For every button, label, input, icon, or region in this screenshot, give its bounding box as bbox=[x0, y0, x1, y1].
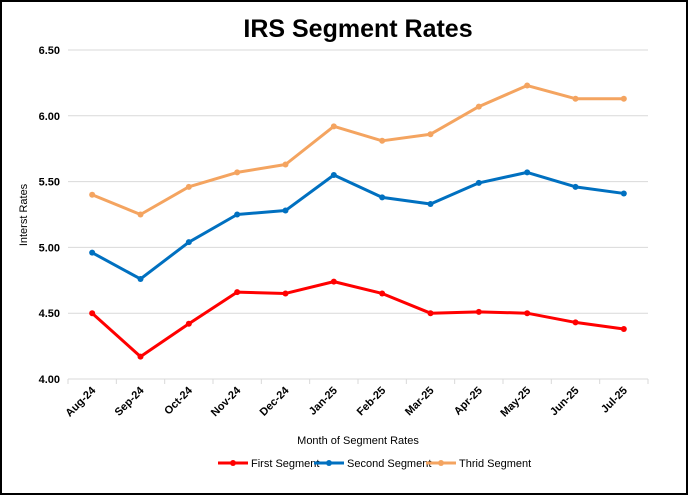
axes bbox=[67, 378, 649, 384]
series-line bbox=[90, 84, 626, 216]
y-tick-label: 5.00 bbox=[39, 242, 60, 254]
data-point bbox=[330, 172, 337, 179]
x-tick-label: Sep-24 bbox=[113, 384, 148, 419]
series-line bbox=[90, 280, 626, 359]
data-point bbox=[379, 290, 386, 297]
data-point bbox=[524, 82, 531, 89]
data-point bbox=[379, 137, 386, 144]
data-point bbox=[330, 278, 337, 285]
series-lines bbox=[89, 82, 627, 360]
y-axis-label: Interst Rates bbox=[18, 183, 30, 246]
data-point bbox=[620, 95, 627, 102]
legend-label: First Segment bbox=[251, 458, 319, 470]
y-tick-label: 4.50 bbox=[39, 308, 60, 320]
legend: First Segment Second Segment Thrid Segment bbox=[218, 458, 531, 470]
data-point bbox=[427, 310, 434, 317]
data-point bbox=[185, 320, 192, 327]
data-point bbox=[572, 183, 579, 190]
data-point bbox=[379, 194, 386, 201]
x-tick-label: Jan-25 bbox=[307, 385, 340, 418]
x-tick-label: Jun-25 bbox=[548, 385, 582, 419]
y-tick-label: 6.00 bbox=[39, 111, 60, 123]
data-point bbox=[330, 123, 337, 130]
x-tick-label: Aug-24 bbox=[63, 384, 98, 419]
series-line bbox=[90, 170, 626, 281]
data-point bbox=[524, 310, 531, 317]
x-tick-label: May-25 bbox=[498, 385, 533, 420]
data-point bbox=[620, 190, 627, 197]
x-tick-labels: Aug-24 Sep-24 Oct-24 Nov-24 Dec-24 Jan-25 Feb-… bbox=[63, 384, 630, 419]
series-1 bbox=[89, 278, 627, 360]
x-axis-label: Month of Segment Rates bbox=[297, 435, 419, 447]
data-point bbox=[572, 319, 579, 326]
x-tick-label: Feb-25 bbox=[355, 385, 389, 419]
series-2 bbox=[89, 169, 627, 282]
data-point bbox=[89, 249, 96, 256]
legend-label: Second Segment bbox=[347, 458, 431, 470]
data-point bbox=[282, 290, 289, 297]
x-tick-label: Apr-25 bbox=[452, 385, 485, 418]
legend-swatch-marker bbox=[230, 460, 236, 466]
legend-swatch-marker bbox=[326, 460, 332, 466]
gridlines bbox=[68, 49, 648, 380]
data-point bbox=[475, 103, 482, 110]
y-tick-labels: 4.00 4.50 5.00 5.50 6.00 6.50 bbox=[39, 45, 60, 386]
data-point bbox=[185, 239, 192, 246]
x-tick-label: Jul-25 bbox=[599, 385, 630, 416]
data-point bbox=[475, 308, 482, 315]
data-point bbox=[137, 211, 144, 218]
data-point bbox=[89, 191, 96, 198]
legend-item: Second Segment bbox=[314, 458, 431, 470]
data-point bbox=[620, 325, 627, 332]
data-point bbox=[475, 179, 482, 186]
legend-item: Thrid Segment bbox=[426, 458, 531, 470]
chart-title: IRS Segment Rates bbox=[243, 15, 472, 43]
data-point bbox=[89, 310, 96, 317]
data-point bbox=[282, 207, 289, 214]
data-point bbox=[185, 183, 192, 190]
legend-swatch-marker bbox=[438, 460, 444, 466]
x-tick-label: Mar-25 bbox=[403, 385, 437, 419]
data-point bbox=[137, 275, 144, 282]
legend-item: First Segment bbox=[218, 458, 319, 470]
data-point bbox=[572, 95, 579, 102]
data-point bbox=[234, 211, 241, 218]
x-tick-label: Dec-24 bbox=[258, 384, 293, 419]
data-point bbox=[234, 169, 241, 176]
legend-label: Thrid Segment bbox=[459, 458, 531, 470]
data-point bbox=[427, 200, 434, 207]
data-point bbox=[234, 289, 241, 296]
y-tick-label: 5.50 bbox=[39, 177, 60, 189]
data-point bbox=[282, 161, 289, 168]
y-tick-label: 4.00 bbox=[39, 374, 60, 386]
data-point bbox=[427, 131, 434, 138]
x-tick-label: Oct-24 bbox=[162, 384, 195, 417]
y-tick-label: 6.50 bbox=[39, 45, 60, 57]
data-point bbox=[524, 169, 531, 176]
x-tick-label: Nov-24 bbox=[209, 384, 244, 419]
series-3 bbox=[89, 82, 627, 218]
data-point bbox=[137, 353, 144, 360]
